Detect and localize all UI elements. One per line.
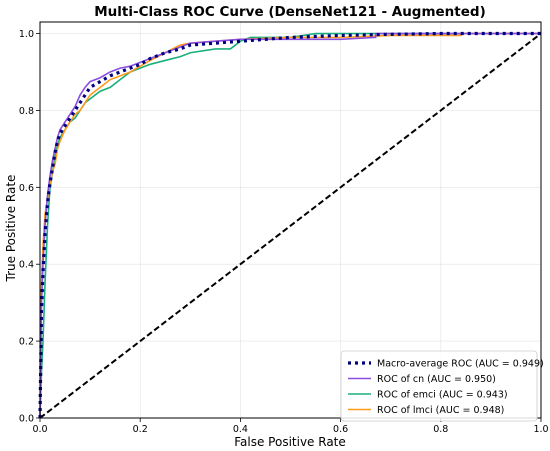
y-tick-label: 0.2	[19, 337, 34, 348]
x-tick-label: 0.4	[233, 424, 248, 435]
y-tick-label: 0.6	[19, 183, 34, 194]
x-tick-label: 0.8	[433, 424, 448, 435]
x-tick-label: 1.0	[533, 424, 548, 435]
y-axis-label: True Positive Rate	[4, 175, 18, 283]
plot-frame	[39, 21, 542, 419]
x-tick-label: 0.2	[133, 424, 148, 435]
legend-label: Macro-average ROC (AUC = 0.949)	[377, 359, 544, 370]
y-tick-label: 0.4	[19, 260, 34, 271]
legend: Macro-average ROC (AUC = 0.949) ROC of cn…	[340, 350, 544, 422]
series-group	[38, 31, 542, 419]
chart-title: Multi-Class ROC Curve (DenseNet121 - Aug…	[94, 4, 486, 20]
x-tick-label: 0.0	[32, 424, 47, 435]
legend-label: ROC of lmci (AUC = 0.948)	[377, 405, 504, 416]
legend-box	[340, 350, 538, 422]
x-tick-label: 0.6	[333, 424, 348, 435]
y-tick-label: 1.0	[19, 29, 34, 40]
legend-label: ROC of emci (AUC = 0.943)	[377, 390, 508, 401]
y-axis-ticks: 0.0 0.2 0.4 0.6 0.8 1.0	[19, 29, 40, 425]
x-axis-ticks: 0.0 0.2 0.4 0.6 0.8 1.0	[32, 418, 549, 435]
macro-average-roc-line	[38, 31, 541, 419]
legend-label: ROC of cn (AUC = 0.950)	[377, 374, 496, 385]
y-tick-label: 0.8	[19, 106, 34, 117]
x-axis-label: False Positive Rate	[234, 435, 346, 449]
y-tick-label: 0.0	[19, 414, 34, 425]
chance-diagonal-line	[39, 32, 542, 419]
